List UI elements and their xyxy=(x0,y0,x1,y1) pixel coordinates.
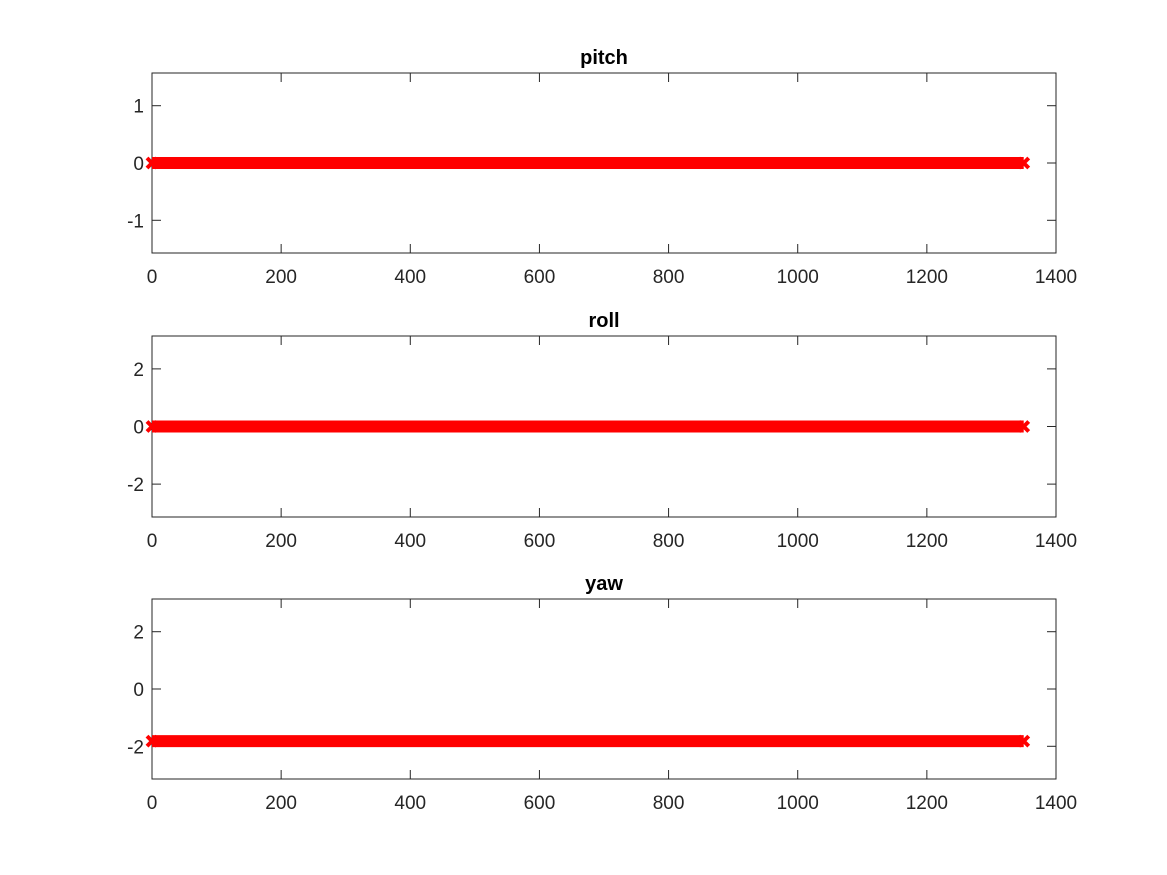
x-tick-label: 400 xyxy=(394,793,426,814)
x-tick-label: 400 xyxy=(394,267,426,288)
series-end-marker xyxy=(1017,420,1031,433)
x-tick-label: 1000 xyxy=(777,793,819,814)
y-tick-label: -2 xyxy=(127,475,144,496)
x-tick-label: 1200 xyxy=(906,793,948,814)
series-band xyxy=(152,157,1024,169)
data-marks xyxy=(145,734,1031,748)
ticks: 0 200 400 600 800 1000 1200 1400 -2 0 2 xyxy=(127,336,1077,552)
axes-box xyxy=(151,598,1057,780)
y-tick-label: -1 xyxy=(127,211,144,232)
subplot-pitch: pitch 0 200 400 600 800 1000 1200 1400 -1 0 1 xyxy=(127,47,1077,288)
subplot-title: roll xyxy=(588,310,619,332)
x-tick-label: 600 xyxy=(524,531,556,552)
x-tick-label: 1000 xyxy=(777,531,819,552)
subplot-title: pitch xyxy=(580,47,628,69)
x-tick-label: 200 xyxy=(265,793,297,814)
y-tick-label: 2 xyxy=(133,623,144,644)
x-tick-label: 1400 xyxy=(1035,267,1077,288)
x-tick-label: 1400 xyxy=(1035,531,1077,552)
y-tick-label: 0 xyxy=(133,154,144,175)
series-end-marker xyxy=(1017,156,1031,170)
x-tick-label: 0 xyxy=(147,267,158,288)
x-tick-label: 800 xyxy=(653,793,685,814)
x-tick-label: 800 xyxy=(653,267,685,288)
y-tick-label: 2 xyxy=(133,360,144,381)
x-tick-label: 200 xyxy=(265,531,297,552)
y-tick-label: 1 xyxy=(133,97,144,118)
series-end-marker xyxy=(145,156,159,170)
x-tick-label: 1400 xyxy=(1035,793,1077,814)
series-end-marker xyxy=(145,420,159,433)
x-tick-label: 800 xyxy=(653,531,685,552)
subplot-roll: roll 0 200 400 600 800 1000 1200 1400 -2 0 2 xyxy=(127,310,1077,552)
x-tick-label: 600 xyxy=(524,793,556,814)
subplot-title: yaw xyxy=(585,573,623,595)
y-tick-label: 0 xyxy=(133,418,144,439)
series-band xyxy=(152,420,1024,433)
ticks: 0 200 400 600 800 1000 1200 1400 -2 0 2 xyxy=(127,599,1077,814)
x-tick-label: 1000 xyxy=(777,267,819,288)
x-tick-label: 0 xyxy=(147,531,158,552)
y-tick-label: 0 xyxy=(133,680,144,701)
x-tick-label: 0 xyxy=(147,793,158,814)
x-tick-label: 1200 xyxy=(906,267,948,288)
series-band xyxy=(152,735,1024,748)
subplot-yaw: yaw 0 200 400 600 800 1000 1200 1400 -2 0 2 xyxy=(127,573,1077,814)
series-end-marker xyxy=(145,734,159,748)
x-tick-label: 600 xyxy=(524,267,556,288)
y-tick-label: -2 xyxy=(127,737,144,758)
x-tick-label: 1200 xyxy=(906,531,948,552)
data-marks xyxy=(145,156,1031,170)
x-tick-label: 200 xyxy=(265,267,297,288)
series-end-marker xyxy=(1017,734,1031,748)
ticks: 0 200 400 600 800 1000 1200 1400 -1 0 1 xyxy=(127,73,1077,288)
data-marks xyxy=(145,420,1031,433)
x-tick-label: 400 xyxy=(394,531,426,552)
